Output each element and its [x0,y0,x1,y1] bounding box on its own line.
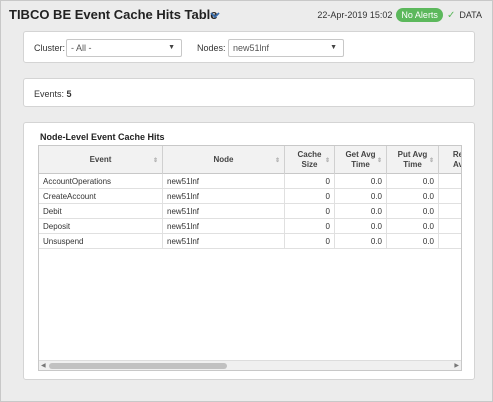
cluster-select-value: - All - [71,43,92,53]
sort-icon: ⇕ [428,158,434,164]
table-panel: Node-Level Event Cache Hits Event ⇕ Node… [23,122,475,380]
filter-panel: Cluster: - All - ▼ Nodes: new51lnf ▼ [23,31,475,63]
cell-put-avg: 0.0 [387,174,439,189]
table-row[interactable]: Debit new51lnf 0 0.0 0.0 [39,204,461,219]
horizontal-scrollbar[interactable]: ◀ ▶ [39,360,461,370]
cell-get-avg: 0.0 [335,189,387,204]
column-label: Put Avg Time [397,150,428,169]
events-count: Events: 5 [34,89,72,99]
table-row[interactable]: AccountOperations new51lnf 0 0.0 0.0 [39,174,461,189]
cell-re-avg [439,189,461,204]
cell-cache-size: 0 [285,189,335,204]
check-icon: ✓ [446,9,456,21]
cell-cache-size: 0 [285,234,335,249]
cell-put-avg: 0.0 [387,219,439,234]
column-header-put-avg-time[interactable]: Put Avg Time ⇕ [387,146,439,174]
cell-event: Deposit [39,219,163,234]
sort-icon: ⇕ [376,158,382,164]
alerts-badge[interactable]: No Alerts [396,8,443,22]
cluster-select[interactable]: - All - ▼ [66,39,182,57]
cell-cache-size: 0 [285,204,335,219]
column-label: Node [213,155,234,164]
cell-get-avg: 0.0 [335,219,387,234]
data-status-label: DATA [459,10,482,20]
events-value: 5 [66,89,72,99]
table-row[interactable]: CreateAccount new51lnf 0 0.0 0.0 [39,189,461,204]
table-row[interactable]: Unsuspend new51lnf 0 0.0 0.0 [39,234,461,249]
nodes-label: Nodes: [197,43,226,53]
cell-node: new51lnf [163,234,285,249]
cell-cache-size: 0 [285,174,335,189]
table-row[interactable]: Deposit new51lnf 0 0.0 0.0 [39,219,461,234]
column-header-re-avg[interactable]: Re Av [439,146,462,174]
column-header-node[interactable]: Node ⇕ [163,146,285,174]
table-header: Event ⇕ Node ⇕ Cache Size ⇕ Get Avg Time… [39,146,462,174]
table-title: Node-Level Event Cache Hits [40,132,165,142]
cell-re-avg [439,234,461,249]
cell-get-avg: 0.0 [335,204,387,219]
timestamp: 22-Apr-2019 15:02 [317,10,393,20]
data-table: Event ⇕ Node ⇕ Cache Size ⇕ Get Avg Time… [38,145,462,371]
cell-event: AccountOperations [39,174,163,189]
scrollbar-thumb[interactable] [49,363,227,369]
column-header-cache-size[interactable]: Cache Size ⇕ [285,146,335,174]
column-header-event[interactable]: Event ⇕ [39,146,163,174]
column-label: Cache Size [297,150,322,169]
sort-icon: ⇕ [152,158,158,164]
sort-icon: ⇕ [324,158,330,164]
cell-cache-size: 0 [285,219,335,234]
cell-event: Debit [39,204,163,219]
column-header-get-avg-time[interactable]: Get Avg Time ⇕ [335,146,387,174]
cell-put-avg: 0.0 [387,204,439,219]
cell-re-avg [439,174,461,189]
cell-re-avg [439,204,461,219]
column-label: Re Av [452,150,462,169]
column-label: Get Avg Time [345,150,376,169]
chevron-down-icon: ▼ [168,44,175,51]
cell-put-avg: 0.0 [387,189,439,204]
events-label: Events: [34,89,65,99]
scroll-right-icon[interactable]: ▶ [454,363,459,369]
cell-node: new51lnf [163,174,285,189]
cell-event: Unsuspend [39,234,163,249]
cell-node: new51lnf [163,204,285,219]
page-header: TIBCO BE Event Cache Hits Table 22-Apr-2… [1,1,492,29]
cell-get-avg: 0.0 [335,234,387,249]
scroll-left-icon[interactable]: ◀ [41,363,46,369]
events-panel: Events: 5 [23,78,475,107]
cell-put-avg: 0.0 [387,234,439,249]
page-title: TIBCO BE Event Cache Hits Table [9,7,218,22]
cell-event: CreateAccount [39,189,163,204]
nodes-select-value: new51lnf [233,43,270,53]
cell-node: new51lnf [163,219,285,234]
chevron-down-icon[interactable] [209,9,221,21]
column-label: Event [89,155,112,164]
cluster-label: Cluster: [34,43,66,53]
cell-re-avg [439,219,461,234]
sort-icon: ⇕ [274,158,280,164]
cell-node: new51lnf [163,189,285,204]
cell-get-avg: 0.0 [335,174,387,189]
nodes-select[interactable]: new51lnf ▼ [228,39,344,57]
chevron-down-icon: ▼ [330,44,337,51]
